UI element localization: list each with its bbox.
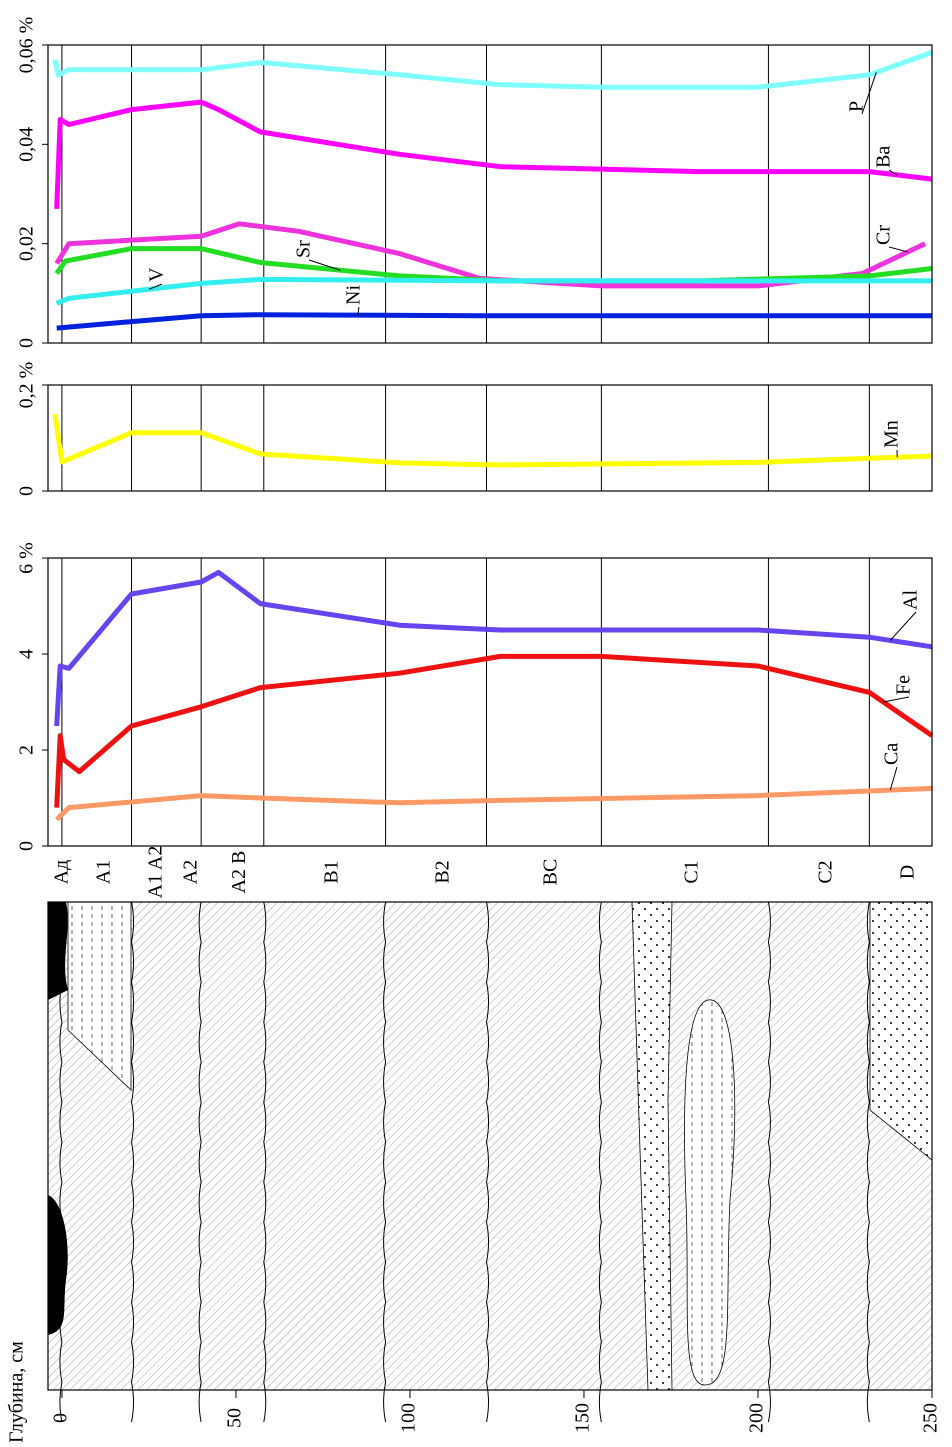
leader-line <box>883 697 909 702</box>
leader-line <box>890 767 897 790</box>
horizon-label: BC <box>540 859 562 886</box>
x-tick-label: 250 <box>920 1403 942 1433</box>
x-tick-label: 200 <box>746 1403 768 1433</box>
data-line <box>55 414 932 465</box>
data-line <box>57 656 932 807</box>
data-line <box>57 572 932 726</box>
y-tick-label: 0 <box>16 338 38 348</box>
series-label: Cr <box>873 225 895 245</box>
series-label: Ni <box>343 285 365 305</box>
series-label: Ba <box>873 146 895 168</box>
litter-lens <box>48 902 68 1000</box>
x-tick-label: 150 <box>572 1403 594 1433</box>
data-line <box>57 315 932 328</box>
x-tick-label: 50 <box>224 1408 246 1428</box>
data-line <box>57 249 932 281</box>
horizon-label: C1 <box>680 860 702 883</box>
horizon-label: Aд <box>51 860 73 885</box>
series-label: Ca <box>881 743 903 765</box>
lens <box>685 1000 735 1385</box>
data-line <box>57 788 932 819</box>
y-tick-label: 0,06 % <box>16 17 38 74</box>
series-label: Sr <box>293 240 315 258</box>
x-axis-title: Глубина, см <box>6 1341 28 1443</box>
y-tick-label: 4 <box>16 649 38 659</box>
horizon-label: C2 <box>814 860 836 883</box>
leader-line <box>890 612 916 640</box>
series-label: Al <box>900 590 922 610</box>
series-label: P <box>846 101 868 112</box>
y-tick-label: 0 <box>16 841 38 851</box>
series-label: V <box>146 267 168 282</box>
horizon-label: B2 <box>432 860 454 883</box>
profile-drawing <box>48 902 932 1390</box>
series-label: Fe <box>893 675 915 695</box>
x-tick-label: 100 <box>398 1403 420 1433</box>
data-line <box>57 279 932 303</box>
x-tick-label: 0 <box>50 1413 72 1423</box>
y-tick-label: 6 % <box>16 542 38 574</box>
horizon-label: A1 A2 <box>145 846 167 899</box>
horizon-label: D <box>896 865 918 879</box>
horizon-label: A2 B <box>228 851 250 894</box>
horizon-label: A2 <box>179 860 201 884</box>
horizon-label: A1 <box>92 860 114 884</box>
series-label: Mn <box>881 420 903 448</box>
plot-frame <box>48 385 932 491</box>
y-tick-label: 0 <box>16 486 38 496</box>
y-tick-label: 0,04 <box>16 127 38 162</box>
data-line <box>57 102 932 209</box>
plot-frame <box>48 45 932 343</box>
y-tick-label: 0,2 % <box>16 362 38 409</box>
y-tick-label: 0,02 <box>16 226 38 261</box>
soil-hatch <box>48 902 932 1390</box>
y-tick-label: 2 <box>16 745 38 755</box>
horizon-label: B1 <box>320 860 342 883</box>
data-line <box>55 52 932 87</box>
leader-line <box>889 247 908 252</box>
figure: 0 0,02 0,04 0,06 % P Ba Cr Sr V Ni 0 0,2 % Mn 0 2 4 6 % A… <box>0 0 952 1447</box>
